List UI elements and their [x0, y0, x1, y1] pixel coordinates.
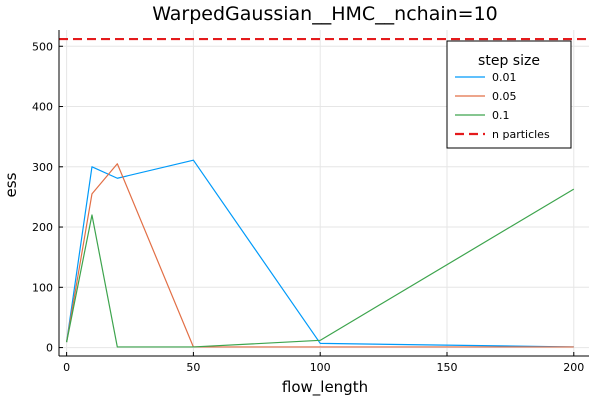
x-axis-label: flow_length [282, 378, 368, 397]
legend-box [446, 40, 572, 149]
series-line-3 [66, 188, 575, 348]
legend-title: step size [478, 53, 540, 69]
x-tick-label: 50 [186, 361, 200, 374]
y-tick-label: 100 [32, 281, 53, 294]
x-tick-label: 100 [310, 361, 331, 374]
legend: step size 0.01 0.05 0.1 n particles [446, 40, 572, 149]
y-tick-label: 0 [46, 342, 53, 355]
y-tick-label: 300 [32, 161, 53, 174]
y-tick-label: 500 [32, 40, 53, 53]
legend-label: n particles [492, 128, 550, 141]
legend-label: 0.01 [492, 71, 517, 84]
x-tick-label: 150 [436, 361, 457, 374]
y-axis-label: ess [2, 172, 20, 197]
chart-title: WarpedGaussian__HMC__nchain=10 [152, 3, 498, 25]
y-tick-label: 400 [32, 101, 53, 114]
x-tick-label: 200 [563, 361, 584, 374]
series-line-2 [66, 163, 574, 348]
legend-label: 0.05 [492, 90, 517, 103]
y-tick-label: 200 [32, 221, 53, 234]
legend-label: 0.1 [492, 109, 510, 122]
x-tick-label: 0 [63, 361, 70, 374]
series-group [59, 37, 589, 348]
axes: 0 50 100 150 200 0 100 200 300 400 500 [32, 30, 589, 374]
series-line-1 [66, 159, 574, 348]
